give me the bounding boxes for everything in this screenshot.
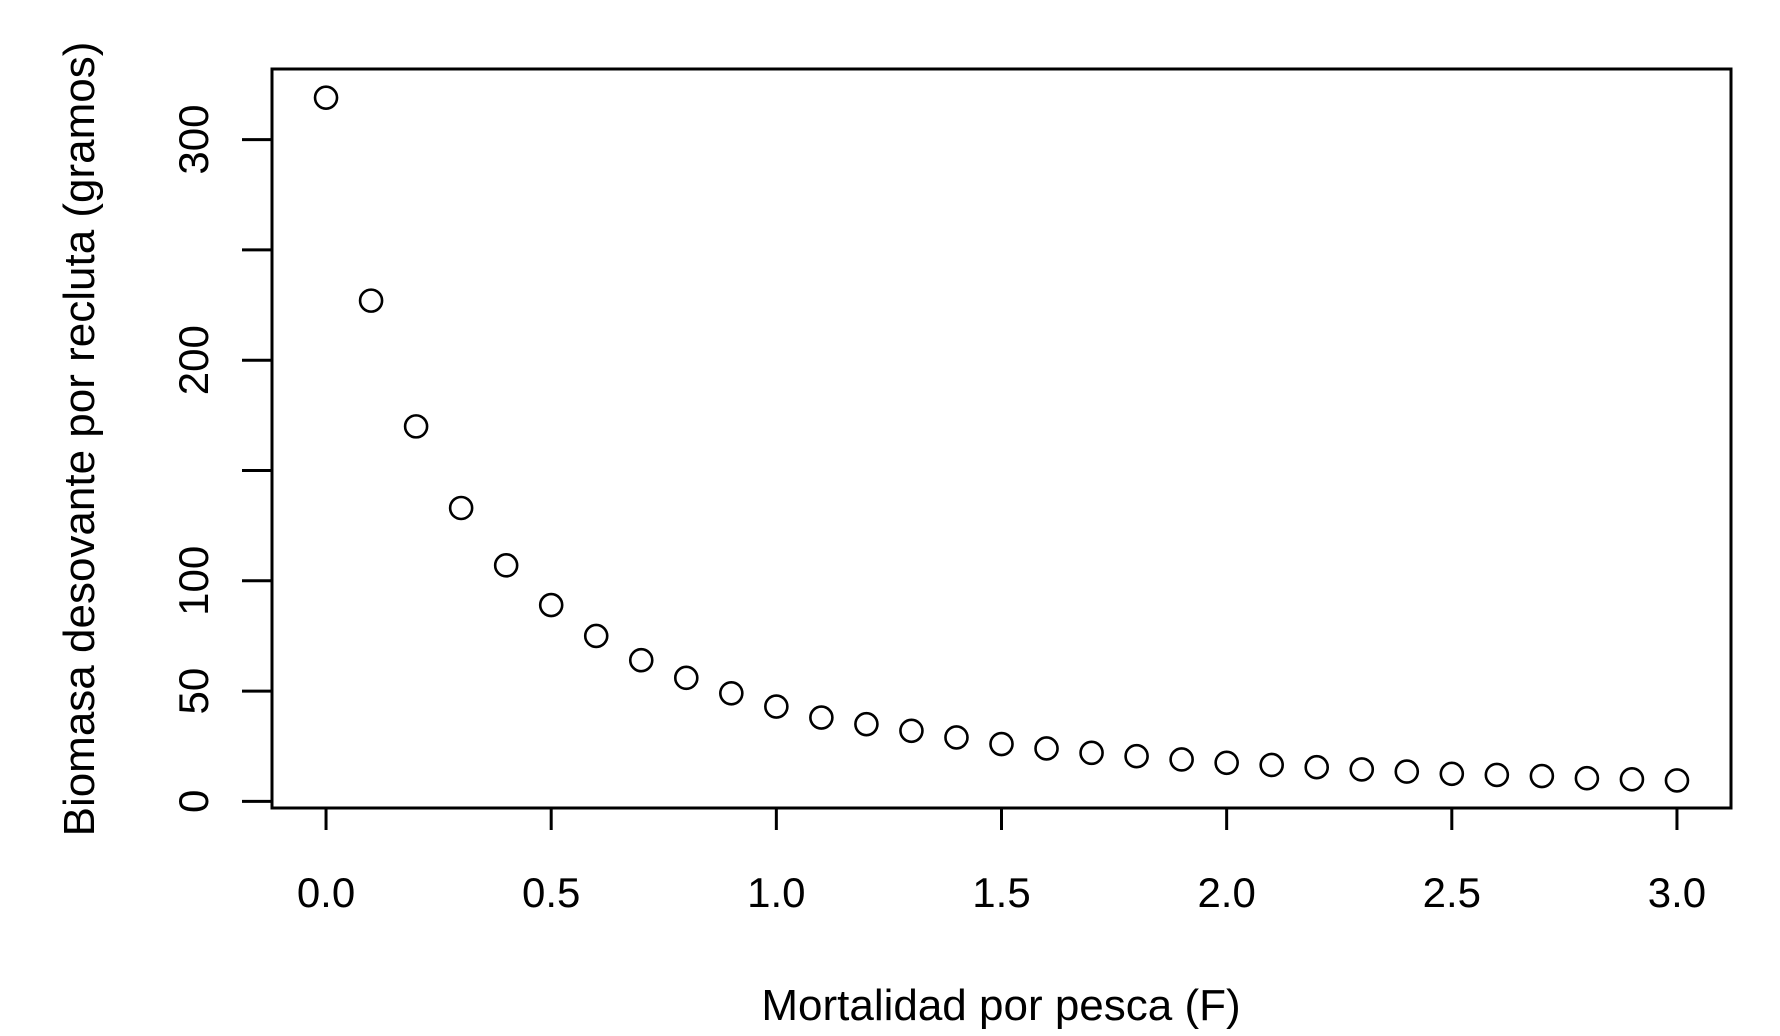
data-point xyxy=(989,731,1014,757)
data-point xyxy=(1259,752,1284,778)
y-tick-label: 200 xyxy=(170,325,217,395)
data-point xyxy=(1349,757,1375,782)
x-tick-label: 1.0 xyxy=(747,869,805,916)
y-axis: 0 50 100 200 300 xyxy=(170,105,274,813)
data-point xyxy=(538,592,564,618)
x-tick-label: 2.5 xyxy=(1423,869,1481,916)
data-point xyxy=(1304,754,1330,780)
data-point xyxy=(1529,763,1555,789)
y-tick-label: 50 xyxy=(170,668,217,715)
x-tick-label: 0.5 xyxy=(522,869,580,916)
data-point xyxy=(899,718,924,744)
y-tick-label: 300 xyxy=(170,105,217,175)
y-axis-title: Biomasa desovante por recluta (gramos) xyxy=(55,42,104,837)
x-tick-label: 2.0 xyxy=(1197,869,1255,916)
x-tick-label: 0.0 xyxy=(297,869,355,916)
data-point xyxy=(944,725,969,750)
y-tick-label: 100 xyxy=(170,546,217,616)
data-point xyxy=(1619,767,1645,792)
data-point xyxy=(448,495,474,521)
x-axis-title: Mortalidad por pesca (F) xyxy=(761,981,1240,1030)
data-point xyxy=(1394,759,1420,784)
data-point xyxy=(854,711,879,737)
data-point xyxy=(1124,743,1149,769)
data-point xyxy=(1664,768,1690,793)
x-tick-label: 1.5 xyxy=(972,869,1030,916)
data-point xyxy=(628,647,654,673)
data-point xyxy=(1034,736,1059,761)
data-point xyxy=(809,705,834,730)
plot-frame xyxy=(270,67,1733,810)
data-point xyxy=(764,694,789,719)
data-point xyxy=(493,553,519,578)
data-points xyxy=(313,85,1690,793)
data-point xyxy=(583,623,609,649)
data-point xyxy=(1214,750,1239,776)
data-point xyxy=(1169,747,1194,772)
data-point xyxy=(358,288,384,313)
data-point xyxy=(673,665,699,691)
data-point xyxy=(313,85,339,110)
data-point xyxy=(1439,761,1465,787)
y-tick-label: 0 xyxy=(170,790,217,813)
x-tick-label: 3.0 xyxy=(1648,869,1706,916)
data-point xyxy=(719,680,744,706)
x-axis: 0.0 0.5 1.0 1.5 2.0 2.5 3.0 xyxy=(297,806,1706,916)
data-point xyxy=(403,414,429,439)
data-point xyxy=(1484,762,1510,788)
data-point xyxy=(1574,765,1600,791)
data-point xyxy=(1079,740,1104,766)
